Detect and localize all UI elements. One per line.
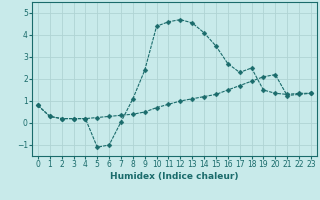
X-axis label: Humidex (Indice chaleur): Humidex (Indice chaleur) [110,172,239,181]
